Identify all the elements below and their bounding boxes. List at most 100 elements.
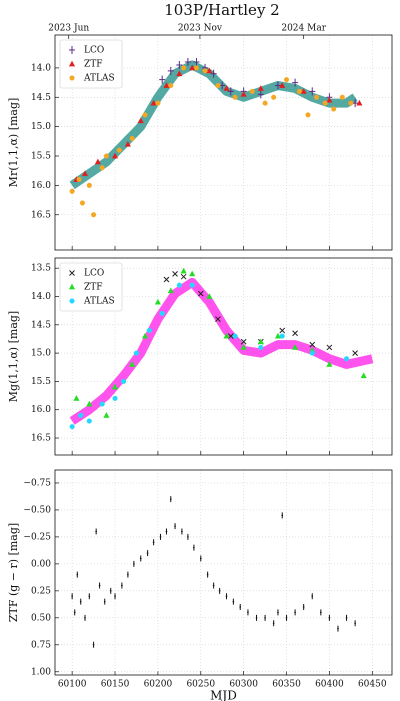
data-point <box>133 350 140 356</box>
data-point <box>150 99 157 106</box>
data-point <box>86 418 92 424</box>
legend-marker <box>69 270 75 276</box>
data-point <box>206 293 213 299</box>
data-point <box>109 587 112 594</box>
legend-label: LCO <box>84 269 104 279</box>
y-tick-label: 16.5 <box>31 434 51 444</box>
data-point <box>305 112 311 118</box>
data-point <box>176 282 182 288</box>
data-point <box>81 170 89 176</box>
data-point <box>189 282 195 288</box>
y-tick-label: 15.0 <box>31 122 51 132</box>
plot-frame <box>54 257 393 456</box>
x-tick-label: 60150 <box>101 680 130 690</box>
data-point <box>116 147 122 153</box>
data-point <box>112 395 118 401</box>
figure-title: 103P/Hartley 2 <box>164 1 279 19</box>
y-tick-label: −0.75 <box>23 478 51 488</box>
legend-marker <box>69 75 75 81</box>
data-point <box>240 338 247 345</box>
y-tick-label: 0.25 <box>31 586 51 596</box>
data-point <box>272 620 275 627</box>
data-point <box>137 117 144 124</box>
x2-tick-label: 2024 Mar <box>281 24 326 34</box>
data-point <box>215 316 221 322</box>
data-point <box>309 341 316 348</box>
data-point <box>328 614 331 621</box>
data-point <box>168 82 174 89</box>
plot-area <box>55 470 392 675</box>
data-point <box>176 70 183 77</box>
data-point <box>79 200 85 206</box>
y-axis-label: Mr(1,1,α) [mag] <box>7 98 20 188</box>
data-point <box>313 94 320 100</box>
data-point <box>257 90 264 99</box>
data-point <box>103 153 110 159</box>
data-point <box>129 361 136 367</box>
data-point <box>86 182 92 188</box>
data-point <box>279 327 286 334</box>
data-point <box>88 593 91 600</box>
data-point <box>169 496 172 503</box>
data-point <box>223 332 230 339</box>
x-tick-label: 60450 <box>358 680 387 690</box>
data-point <box>73 609 76 616</box>
legend-label: ATLAS <box>83 297 115 307</box>
y-tick-label: 1.00 <box>31 667 51 677</box>
data-point <box>232 598 235 605</box>
legend: LCO ZTF ATLAS <box>59 262 123 312</box>
data-point <box>76 571 79 578</box>
data-point <box>227 87 234 96</box>
data-point <box>281 512 284 519</box>
data-point <box>172 270 178 277</box>
data-point <box>240 91 247 97</box>
legend: LCO ZTF ATLAS <box>59 39 123 89</box>
data-point <box>249 88 255 94</box>
data-point <box>180 267 187 274</box>
legend-box <box>59 262 123 312</box>
data-point <box>114 593 116 600</box>
data-point <box>133 560 135 567</box>
data-point <box>146 327 152 334</box>
data-point <box>129 135 135 141</box>
y-tick-label: 14.5 <box>31 320 51 330</box>
data-point <box>247 609 249 616</box>
x2-tick-label: 2023 Nov <box>178 24 223 34</box>
legend-marker <box>69 46 75 54</box>
data-point <box>344 356 350 362</box>
data-point <box>103 412 110 418</box>
y-tick-label: 0.00 <box>31 559 51 569</box>
data-point <box>154 298 161 305</box>
y-tick-label: 15.0 <box>31 349 51 359</box>
data-point <box>285 614 288 621</box>
data-point <box>141 332 149 339</box>
data-point <box>73 395 80 401</box>
data-point <box>121 378 127 384</box>
data-point <box>111 152 119 159</box>
data-point <box>181 528 183 535</box>
data-point <box>165 528 168 535</box>
legend-marker <box>68 283 76 290</box>
plot-frame <box>54 469 393 676</box>
legend-marker <box>69 298 75 304</box>
y-tick-label: 13.5 <box>31 264 51 274</box>
data-point <box>277 609 279 616</box>
data-point <box>193 65 200 71</box>
data-point <box>239 604 242 611</box>
model-band <box>69 277 374 425</box>
x-tick-label: 60200 <box>144 680 173 690</box>
y-tick-label: 16.0 <box>31 405 51 415</box>
data-point <box>142 112 148 118</box>
y-tick-label: 15.5 <box>31 152 51 162</box>
data-point <box>193 544 195 551</box>
y-tick-label: 16.5 <box>31 210 51 220</box>
data-point <box>331 106 337 112</box>
data-point <box>326 96 333 103</box>
data-point <box>159 310 165 317</box>
data-point <box>69 424 75 430</box>
data-point <box>240 344 247 350</box>
x-tick-label: 60350 <box>272 680 301 690</box>
legend-label: ATLAS <box>83 74 115 84</box>
data-point <box>345 614 348 621</box>
legend-label: ZTF <box>84 60 103 70</box>
